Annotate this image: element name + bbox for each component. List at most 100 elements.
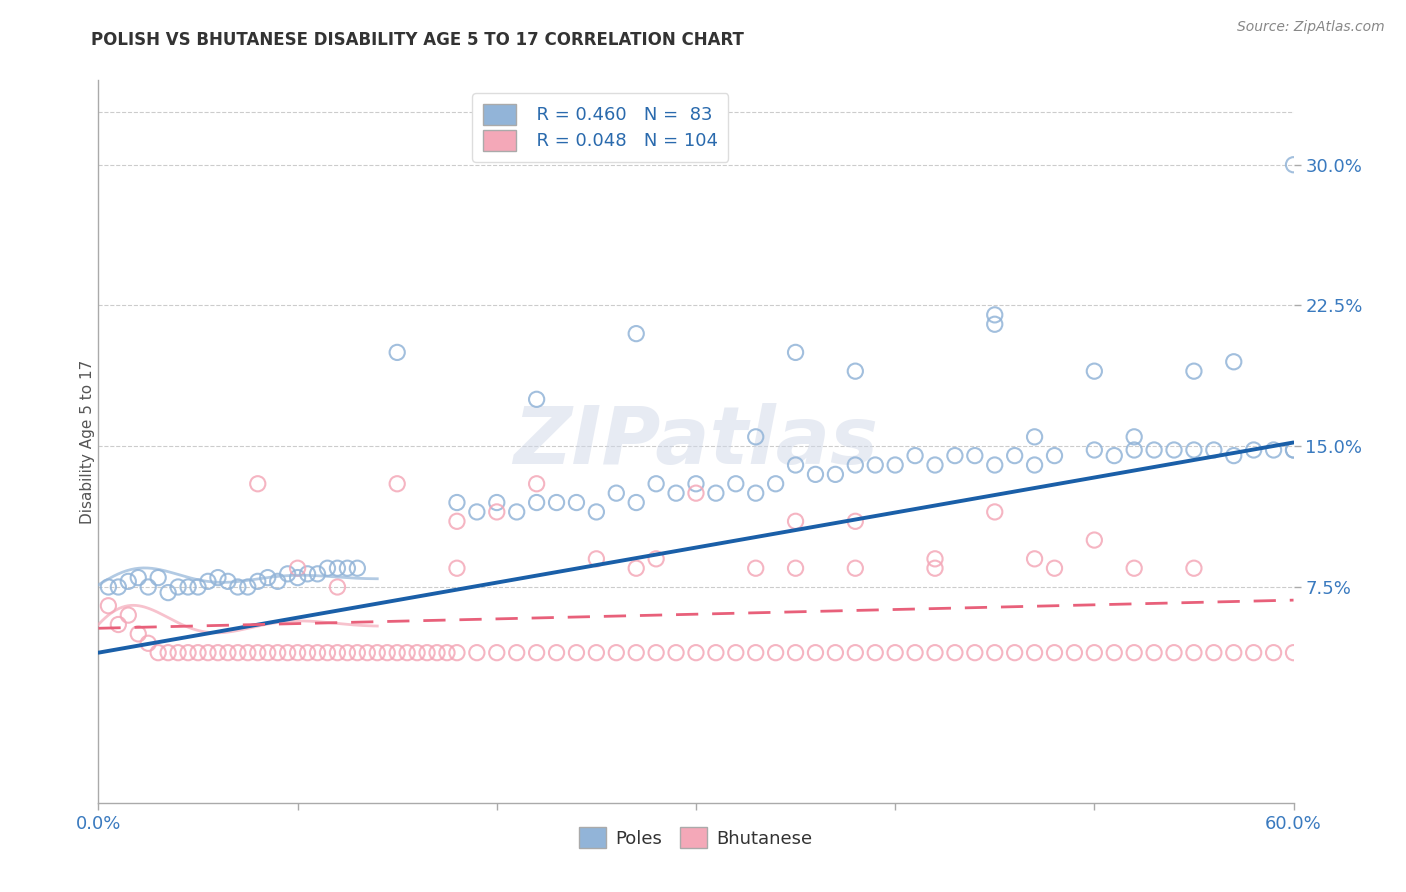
Point <box>526 646 548 660</box>
Point <box>287 646 309 660</box>
Point <box>605 646 627 660</box>
Point <box>546 495 568 509</box>
Point <box>297 566 319 581</box>
Point <box>1202 646 1225 660</box>
Point <box>107 580 129 594</box>
Point <box>277 566 299 581</box>
Point <box>97 599 120 613</box>
Point <box>1223 355 1246 369</box>
Point <box>267 574 290 589</box>
Point <box>336 646 359 660</box>
Point <box>765 646 787 660</box>
Point <box>626 561 648 575</box>
Point <box>844 458 866 472</box>
Point <box>157 646 180 660</box>
Point <box>526 476 548 491</box>
Point <box>984 458 1007 472</box>
Point <box>1243 442 1265 457</box>
Point <box>724 476 747 491</box>
Point <box>217 646 239 660</box>
Point <box>197 574 219 589</box>
Point <box>1182 442 1205 457</box>
Point <box>1202 442 1225 457</box>
Point <box>884 458 907 472</box>
Point <box>904 449 927 463</box>
Point <box>506 505 529 519</box>
Point <box>177 580 200 594</box>
Point <box>585 646 607 660</box>
Point <box>924 561 946 575</box>
Point <box>1223 646 1246 660</box>
Point <box>177 646 200 660</box>
Point <box>704 486 727 500</box>
Point <box>1104 449 1126 463</box>
Point <box>844 646 866 660</box>
Text: ZIPatlas: ZIPatlas <box>513 402 879 481</box>
Point <box>1123 442 1146 457</box>
Point <box>984 318 1007 332</box>
Point <box>844 514 866 528</box>
Point <box>465 505 488 519</box>
Point <box>785 458 807 472</box>
Point <box>465 646 488 660</box>
Point <box>824 467 846 482</box>
Point <box>963 449 986 463</box>
Point <box>1182 646 1205 660</box>
Point <box>226 646 249 660</box>
Point <box>127 627 149 641</box>
Point <box>645 646 668 660</box>
Point <box>226 580 249 594</box>
Point <box>127 571 149 585</box>
Point <box>446 646 468 660</box>
Point <box>963 646 986 660</box>
Point <box>1043 646 1066 660</box>
Point <box>1024 458 1046 472</box>
Point <box>585 551 607 566</box>
Point <box>685 646 707 660</box>
Point <box>865 646 887 660</box>
Point <box>287 561 309 575</box>
Point <box>565 646 588 660</box>
Point <box>446 514 468 528</box>
Point <box>1024 551 1046 566</box>
Point <box>117 608 139 623</box>
Point <box>366 646 388 660</box>
Point <box>207 571 229 585</box>
Point <box>924 646 946 660</box>
Point <box>1282 442 1305 457</box>
Point <box>336 561 359 575</box>
Point <box>157 585 180 599</box>
Point <box>1004 646 1026 660</box>
Point <box>565 495 588 509</box>
Point <box>665 486 688 500</box>
Point <box>385 646 409 660</box>
Point <box>804 646 827 660</box>
Point <box>904 646 927 660</box>
Point <box>236 646 259 660</box>
Point <box>326 580 349 594</box>
Point <box>546 646 568 660</box>
Point <box>326 561 349 575</box>
Point <box>685 486 707 500</box>
Point <box>207 646 229 660</box>
Point <box>943 646 966 660</box>
Point <box>1083 533 1105 547</box>
Point <box>307 646 329 660</box>
Point <box>1104 646 1126 660</box>
Point <box>256 571 278 585</box>
Point <box>824 646 846 660</box>
Point <box>1043 449 1066 463</box>
Point <box>406 646 429 660</box>
Point <box>924 458 946 472</box>
Point <box>585 505 607 519</box>
Point <box>277 646 299 660</box>
Point <box>645 551 668 566</box>
Point <box>1143 442 1166 457</box>
Point <box>1123 561 1146 575</box>
Point <box>1143 646 1166 660</box>
Point <box>924 551 946 566</box>
Point <box>605 486 627 500</box>
Point <box>804 467 827 482</box>
Point <box>665 646 688 660</box>
Point <box>745 486 768 500</box>
